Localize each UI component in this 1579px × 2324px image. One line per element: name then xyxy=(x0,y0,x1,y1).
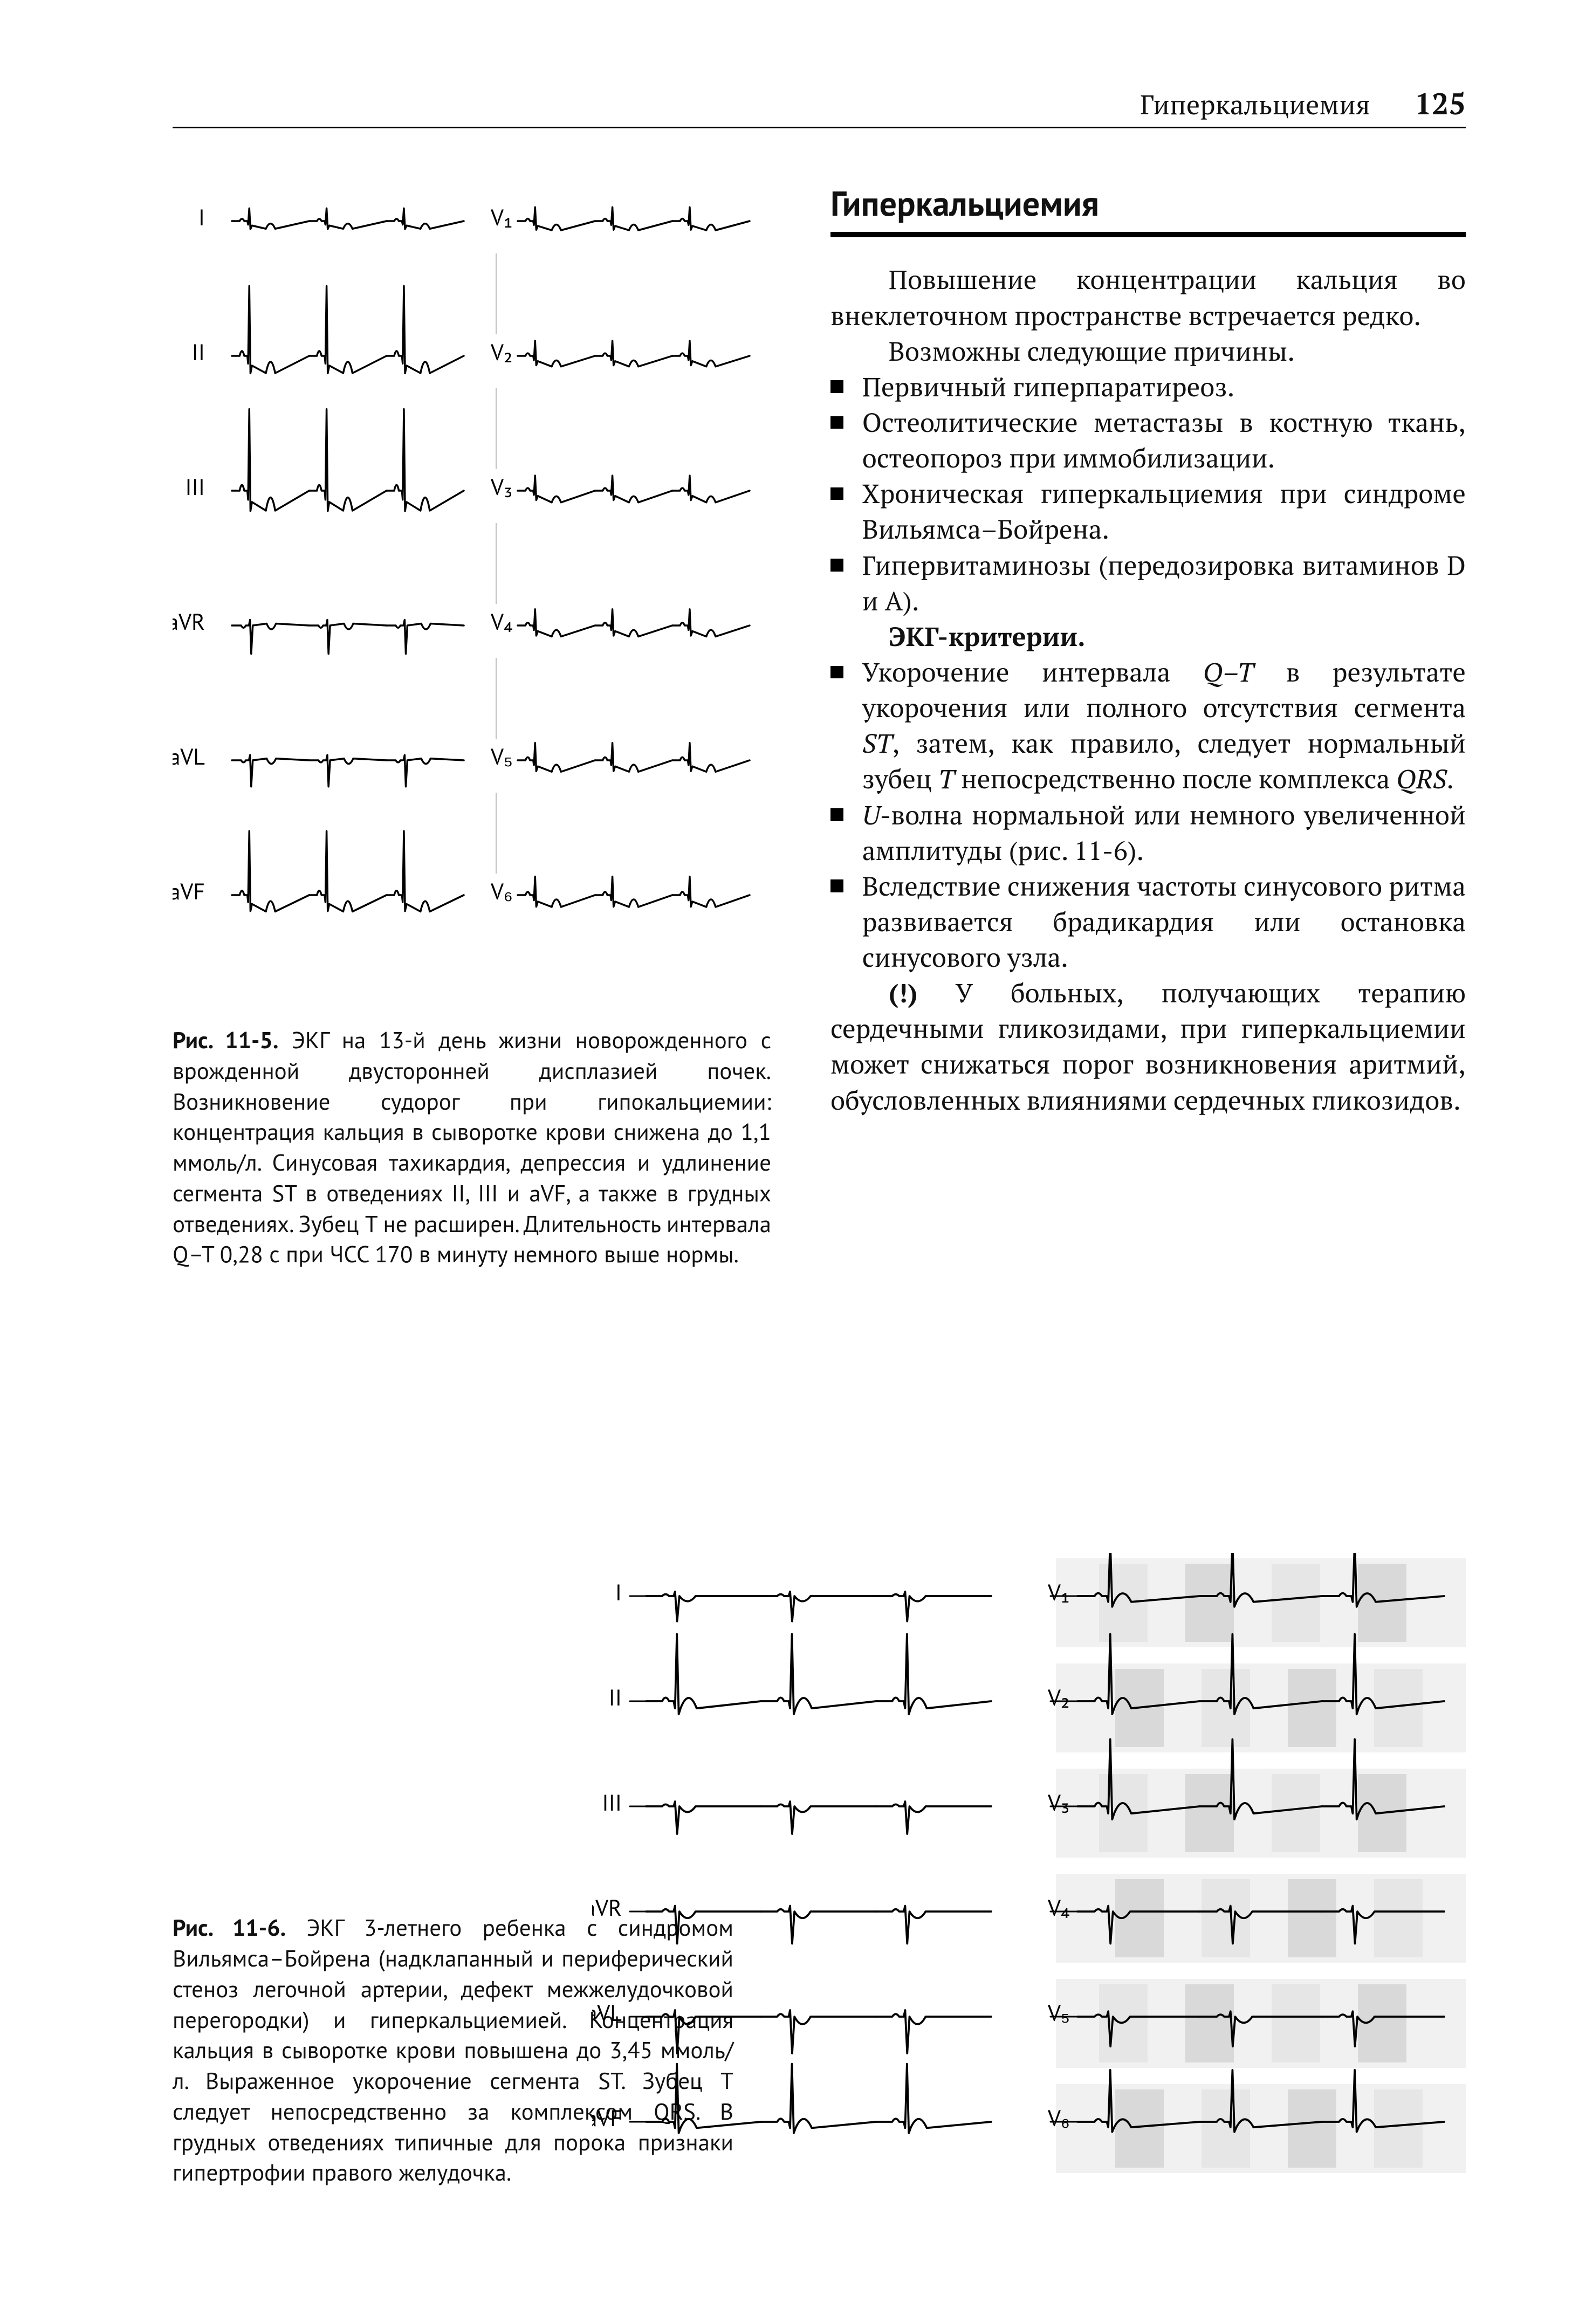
list-item: Первичный гиперпаратиреоз. xyxy=(830,369,1466,405)
figure-11-5: I V₁ II V₂ III V₃ aVR V₄ aVL V₅ aVF V₆ xyxy=(173,167,771,1008)
page-number: 125 xyxy=(1415,84,1466,123)
svg-text:V₅: V₅ xyxy=(490,741,513,771)
svg-text:V₆: V₆ xyxy=(490,876,513,906)
lower-block: Рис. 11-6. ЭКГ 3-летнего ребенка с синдр… xyxy=(173,1553,1466,2211)
svg-text:V₂: V₂ xyxy=(1047,1682,1069,1712)
glycoside-note: (!) У больных, получающих терапию сердеч… xyxy=(830,975,1466,1118)
left-column: I V₁ II V₂ III V₃ aVR V₄ aVL V₅ aVF V₆ Рис. 11-5. Э… xyxy=(173,167,771,1292)
svg-text:V₁: V₁ xyxy=(1047,1577,1069,1607)
svg-text:V₁: V₁ xyxy=(490,202,512,232)
list-item: Хроническая гиперкальциемия при синдроме… xyxy=(830,476,1466,547)
svg-text:III: III xyxy=(602,1787,622,1817)
svg-text:V₃: V₃ xyxy=(490,472,512,501)
title-rule xyxy=(830,232,1466,237)
svg-text:aVL: aVL xyxy=(592,1998,622,2027)
svg-text:II: II xyxy=(609,1682,622,1712)
svg-text:aVR: aVR xyxy=(592,1893,622,1922)
svg-text:I: I xyxy=(615,1577,622,1607)
svg-text:III: III xyxy=(185,472,205,501)
svg-text:aVF: aVF xyxy=(592,2103,622,2133)
caption-11-5: Рис. 11-5. ЭКГ на 13-й день жизни новоро… xyxy=(173,1025,771,1269)
svg-text:V₃: V₃ xyxy=(1047,1787,1069,1817)
criteria-list: Укорочение интервала Q–T в результате ук… xyxy=(830,655,1466,975)
ecg-11-5-svg: I V₁ II V₂ III V₃ aVR V₄ aVL V₅ aVF V₆ xyxy=(173,167,771,1008)
ecg-11-6-svg: I V₁ II V₂ III V₃ aVR V₄ aVL V₅ aVF V₆ xyxy=(592,1553,1466,2211)
svg-text:V₄: V₄ xyxy=(490,607,512,636)
running-head: Гиперкальциемия 125 xyxy=(1140,84,1466,125)
page: Гиперкальциемия 125 IV₁IIV₂IIIV₃aVRV₄aVL… xyxy=(0,0,1579,2324)
svg-text:V₄: V₄ xyxy=(1047,1893,1069,1922)
svg-text:aVL: aVL xyxy=(173,741,205,771)
intro-para-2: Возможны следующие причины. xyxy=(830,334,1466,369)
svg-text:aVR: aVR xyxy=(173,607,205,636)
right-column: Гиперкальциемия Повышение концентрации к… xyxy=(830,167,1466,1292)
svg-text:V₂: V₂ xyxy=(490,337,512,367)
section-title: Гиперкальциемия xyxy=(830,180,1466,226)
list-item: Укорочение интервала Q–T в результате ук… xyxy=(830,655,1466,797)
list-item: Остеолитические метастазы в костную ткан… xyxy=(830,405,1466,476)
list-item: Гипервитаминозы (передозировка витаминов… xyxy=(830,548,1466,619)
header-rule xyxy=(173,127,1466,128)
fig-text: ЭКГ на 13-й день жизни новорожденного с … xyxy=(173,1025,771,1269)
upper-columns: I V₁ II V₂ III V₃ aVR V₄ aVL V₅ aVF V₆ Рис. 11-5. Э… xyxy=(173,167,1466,1292)
running-section: Гиперкальциемия xyxy=(1140,87,1370,122)
svg-text:aVF: aVF xyxy=(173,876,205,906)
figure-11-6: I V₁ II V₂ III V₃ aVR V₄ aVL V₅ aVF V₆ xyxy=(592,1553,1466,2211)
svg-text:V₅: V₅ xyxy=(1047,1998,1070,2027)
criteria-heading: ЭКГ-критерии. xyxy=(830,619,1466,655)
list-item: U-волна нормальной или немного увеличенн… xyxy=(830,797,1466,869)
svg-text:V₆: V₆ xyxy=(1047,2103,1070,2133)
svg-text:I: I xyxy=(198,202,205,232)
causes-list: Первичный гиперпаратиреоз.Остеолитически… xyxy=(830,369,1466,619)
fig2-number: Рис. 11-6. xyxy=(173,1912,286,1942)
svg-text:II: II xyxy=(192,337,205,367)
intro-para-1: Повышение концентрации кальция во внекле… xyxy=(830,262,1466,333)
fig-number: Рис. 11-5. xyxy=(173,1025,278,1055)
list-item: Вследствие снижения частоты синусового р… xyxy=(830,869,1466,975)
